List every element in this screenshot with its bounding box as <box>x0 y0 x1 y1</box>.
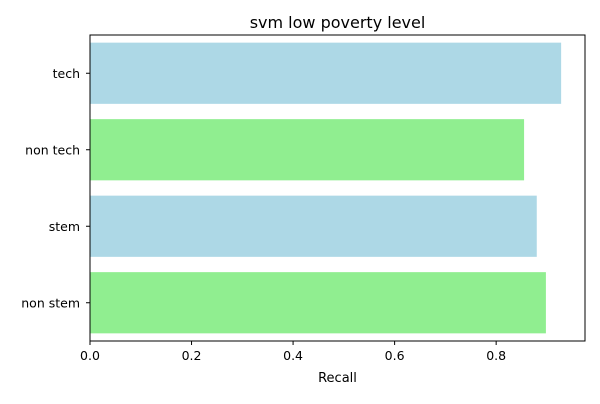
x-tick-label: 0.6 <box>385 348 405 363</box>
y-tick-label-stem: stem <box>49 219 80 234</box>
bar-stem <box>90 195 537 257</box>
x-axis-label: Recall <box>318 371 357 386</box>
bar-tech <box>90 42 562 104</box>
y-tick-label-non-tech: non tech <box>25 142 80 157</box>
y-tick-label-non-stem: non stem <box>21 295 80 310</box>
chart-title: svm low poverty level <box>250 13 426 32</box>
axes-layer: tech non tech stem non stem 0.0 0.2 0.4 0.6 0.8 <box>21 34 586 363</box>
x-tick-label: 0.2 <box>182 348 202 363</box>
bar-non-tech <box>90 119 525 181</box>
plot-frame <box>89 34 586 342</box>
x-tick-label: 0.0 <box>80 348 100 363</box>
bar-non-stem <box>90 272 546 334</box>
x-tick-label: 0.8 <box>486 348 506 363</box>
bars-layer <box>90 42 562 334</box>
y-tick-label-tech: tech <box>53 66 80 81</box>
x-tick-label: 0.4 <box>283 348 303 363</box>
